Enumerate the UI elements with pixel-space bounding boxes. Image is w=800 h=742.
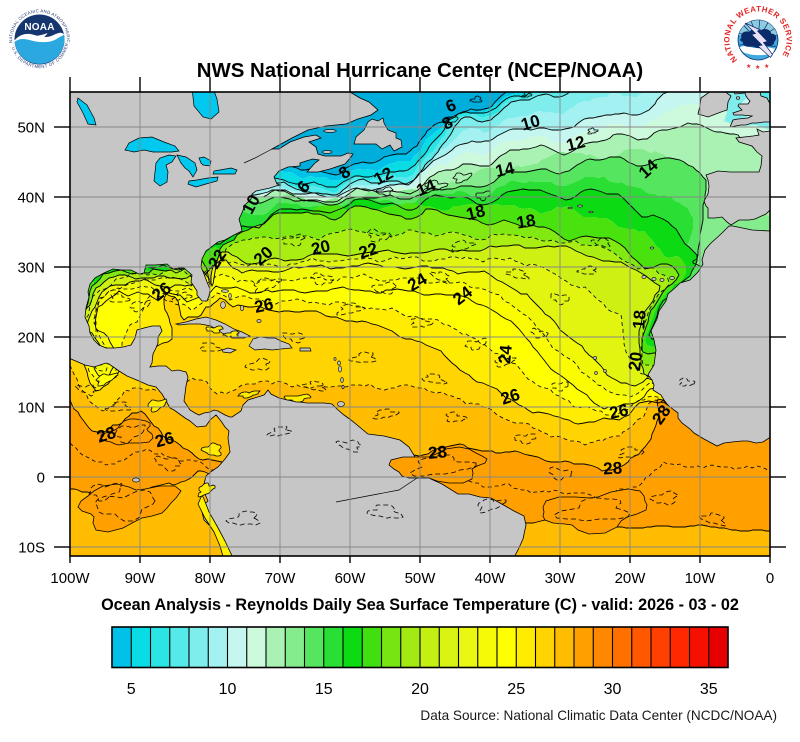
svg-text:30: 30 <box>604 681 622 698</box>
svg-text:★: ★ <box>764 63 769 70</box>
svg-text:60W: 60W <box>335 570 367 587</box>
svg-text:50W: 50W <box>405 570 437 587</box>
svg-text:★: ★ <box>746 63 751 70</box>
svg-text:90W: 90W <box>125 570 157 587</box>
svg-text:28: 28 <box>603 459 623 479</box>
svg-text:NOAA: NOAA <box>24 22 54 33</box>
svg-text:70W: 70W <box>265 570 297 587</box>
svg-text:20: 20 <box>411 681 429 698</box>
svg-text:Data Source: National Climatic: Data Source: National Climatic Data Cent… <box>420 708 777 723</box>
svg-text:20N: 20N <box>17 330 45 347</box>
svg-text:30W: 30W <box>545 570 577 587</box>
svg-text:10: 10 <box>219 681 237 698</box>
svg-text:22: 22 <box>356 239 380 263</box>
svg-text:10W: 10W <box>685 570 717 587</box>
svg-text:NWS National Hurricane Center: NWS National Hurricane Center (NCEP/NOAA… <box>197 60 643 82</box>
svg-text:40N: 40N <box>17 190 45 207</box>
svg-text:80W: 80W <box>195 570 227 587</box>
svg-text:★: ★ <box>755 64 760 71</box>
svg-text:18: 18 <box>464 201 487 224</box>
svg-text:18: 18 <box>629 309 650 330</box>
svg-text:24: 24 <box>495 344 516 365</box>
svg-text:30N: 30N <box>17 260 45 277</box>
svg-text:20: 20 <box>625 351 646 372</box>
svg-text:10N: 10N <box>17 400 45 417</box>
svg-text:40W: 40W <box>475 570 507 587</box>
svg-text:15: 15 <box>315 681 333 698</box>
svg-text:5: 5 <box>127 681 136 698</box>
svg-text:100W: 100W <box>50 570 90 587</box>
svg-text:26: 26 <box>608 400 630 423</box>
svg-text:26: 26 <box>253 294 275 317</box>
svg-text:28: 28 <box>427 442 448 463</box>
svg-text:Ocean Analysis - Reynolds Dail: Ocean Analysis - Reynolds Daily Sea Surf… <box>101 596 739 614</box>
svg-text:25: 25 <box>507 681 525 698</box>
svg-text:14: 14 <box>494 158 517 181</box>
svg-text:35: 35 <box>700 681 718 698</box>
svg-text:18: 18 <box>515 211 537 233</box>
svg-text:10S: 10S <box>18 540 45 557</box>
svg-text:0: 0 <box>766 570 774 587</box>
svg-text:0: 0 <box>37 470 45 487</box>
svg-text:50N: 50N <box>17 120 45 137</box>
svg-text:20W: 20W <box>615 570 647 587</box>
svg-text:28: 28 <box>94 423 118 447</box>
svg-text:26: 26 <box>153 428 176 451</box>
svg-text:20: 20 <box>309 236 332 259</box>
svg-text:10: 10 <box>519 111 542 134</box>
svg-text:12: 12 <box>564 132 587 155</box>
svg-text:26: 26 <box>498 385 522 409</box>
